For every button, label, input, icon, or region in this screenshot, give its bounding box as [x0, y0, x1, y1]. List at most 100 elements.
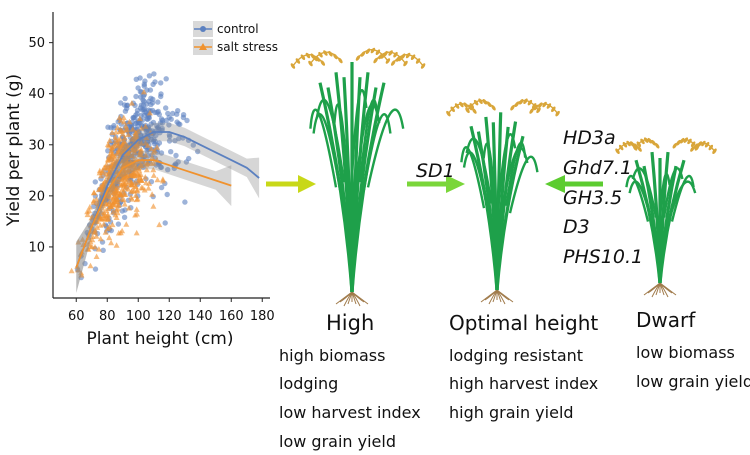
salt-confidence-band	[76, 150, 232, 293]
grain	[410, 54, 416, 60]
salt-point	[113, 242, 120, 248]
leaf	[631, 167, 658, 218]
salt-point	[145, 185, 152, 191]
salt-point	[146, 109, 153, 116]
control-point	[158, 150, 165, 156]
salt-point	[122, 154, 129, 160]
grain	[472, 108, 477, 114]
control-point	[118, 100, 124, 106]
control-point	[168, 149, 174, 155]
leaf	[482, 142, 497, 207]
salt-point	[97, 183, 104, 190]
legend: control salt stress	[193, 21, 278, 55]
salt-point	[114, 124, 121, 130]
control-point	[148, 121, 154, 127]
control-point	[165, 167, 171, 173]
salt-point	[106, 137, 113, 143]
salt-point	[116, 148, 123, 154]
leaf	[670, 174, 695, 222]
grain	[463, 102, 468, 108]
control-point	[146, 73, 153, 79]
grain	[370, 47, 376, 54]
control-point	[121, 214, 128, 220]
salt-point	[134, 128, 141, 134]
grain	[527, 99, 533, 106]
high-trait-2: lodging	[279, 374, 338, 393]
salt-point	[133, 131, 140, 137]
optimal-plant-illustration	[446, 98, 560, 305]
control-point	[130, 115, 137, 121]
grain	[518, 99, 524, 105]
salt-point	[160, 177, 166, 184]
salt-point	[148, 145, 155, 152]
legend-label-control: control	[217, 22, 259, 36]
salt-point	[120, 118, 127, 125]
salt-point	[143, 134, 150, 141]
salt-point	[134, 170, 141, 176]
control-point	[156, 126, 162, 132]
salt-point	[104, 141, 111, 148]
control-point	[142, 78, 148, 84]
control-point	[190, 142, 196, 148]
grain	[385, 58, 391, 64]
control-point	[195, 148, 201, 155]
high-title: High	[326, 311, 374, 335]
salt-point	[106, 234, 113, 241]
salt-point	[120, 141, 127, 147]
grain	[637, 146, 642, 152]
grain	[308, 60, 313, 67]
control-point	[180, 112, 187, 118]
grain	[313, 55, 318, 62]
control-point	[186, 155, 192, 162]
optimal-trait-1: lodging resistant	[449, 346, 583, 365]
salt-point	[133, 229, 140, 236]
control-point	[124, 102, 130, 109]
leaf	[312, 113, 342, 190]
control-point	[133, 93, 139, 100]
salt-point	[75, 266, 81, 273]
control-point	[122, 95, 128, 102]
root	[496, 289, 514, 303]
salt-point	[142, 123, 149, 129]
grain	[514, 101, 520, 107]
salt-point	[114, 187, 121, 193]
salt-point	[104, 173, 111, 179]
grain	[300, 54, 306, 60]
control-point	[122, 108, 129, 114]
salt-point	[90, 197, 97, 204]
salt-point	[96, 212, 103, 218]
salt-point	[122, 191, 129, 197]
salt-point	[120, 114, 127, 121]
y-tick-label: 40	[28, 87, 45, 102]
control-point	[174, 119, 180, 125]
salt-point	[125, 176, 132, 182]
salt-point	[93, 253, 100, 259]
salt-point	[119, 144, 126, 151]
salt-point	[138, 125, 145, 131]
salt-point	[140, 88, 147, 95]
grain	[690, 141, 696, 147]
control-point	[172, 138, 178, 144]
salt-point	[112, 134, 119, 140]
grain	[333, 53, 338, 60]
grain	[701, 140, 706, 147]
salt-point	[110, 190, 116, 196]
control-point	[137, 75, 143, 81]
grain	[546, 103, 552, 109]
salt-point	[112, 137, 119, 143]
control-point	[175, 108, 181, 114]
salt-point	[114, 184, 121, 190]
control-point	[147, 87, 154, 93]
grain	[338, 57, 343, 64]
salt-point	[89, 236, 96, 243]
salt-point	[125, 131, 132, 137]
salt-point	[75, 239, 82, 245]
salt-point	[114, 205, 121, 212]
grain	[615, 148, 620, 154]
salt-point	[120, 196, 127, 203]
control-point	[146, 114, 152, 120]
salt-point	[150, 166, 157, 173]
caption-dwarf: Dwarf low biomass low grain yield	[636, 308, 750, 391]
control-point	[148, 136, 155, 143]
